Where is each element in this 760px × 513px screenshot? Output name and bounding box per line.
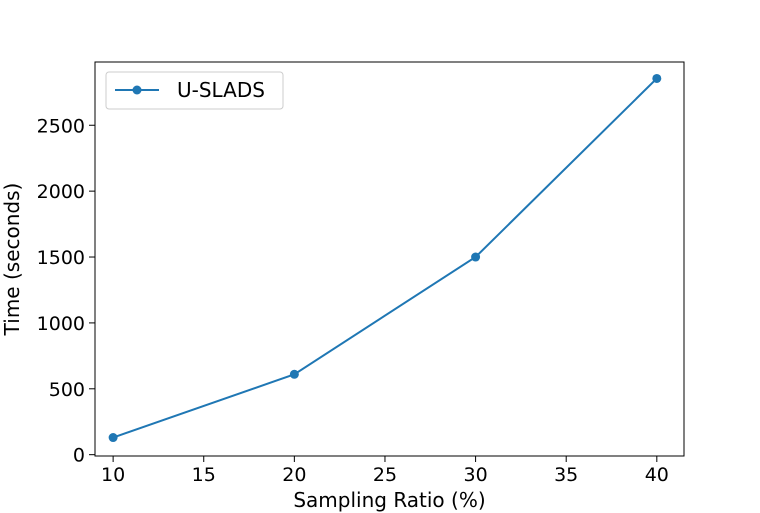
data-point <box>108 433 118 443</box>
y-tick-label: 1500 <box>37 247 85 269</box>
x-tick-label: 30 <box>463 464 487 486</box>
legend-marker-icon <box>132 85 142 95</box>
x-tick-label: 15 <box>192 464 216 486</box>
data-point <box>471 252 481 262</box>
y-tick-label: 2500 <box>37 115 85 137</box>
y-tick-label: 1000 <box>37 313 85 335</box>
x-tick-label: 35 <box>554 464 578 486</box>
x-tick-label: 10 <box>101 464 125 486</box>
y-tick-label: 0 <box>73 445 85 467</box>
x-tick-label: 20 <box>282 464 306 486</box>
series-layer <box>108 73 662 443</box>
y-tick-label: 500 <box>49 379 85 401</box>
x-axis-label: Sampling Ratio (%) <box>293 488 485 512</box>
data-point <box>652 73 662 83</box>
x-tick-label: 25 <box>373 464 397 486</box>
x-axis-ticks: 10 15 20 25 30 35 40 <box>101 456 669 486</box>
data-point <box>289 369 299 379</box>
legend-label: U-SLADS <box>177 78 265 102</box>
legend-box <box>105 71 284 110</box>
y-axis-label: Time (seconds) <box>0 183 24 337</box>
y-axis-ticks: 0 500 1000 1500 2000 2500 <box>37 115 95 467</box>
series-line <box>112 77 658 439</box>
y-tick-label: 2000 <box>37 181 85 203</box>
legend: U-SLADS <box>105 71 284 110</box>
plot-area-frame <box>94 61 685 457</box>
x-tick-label: 40 <box>645 464 669 486</box>
